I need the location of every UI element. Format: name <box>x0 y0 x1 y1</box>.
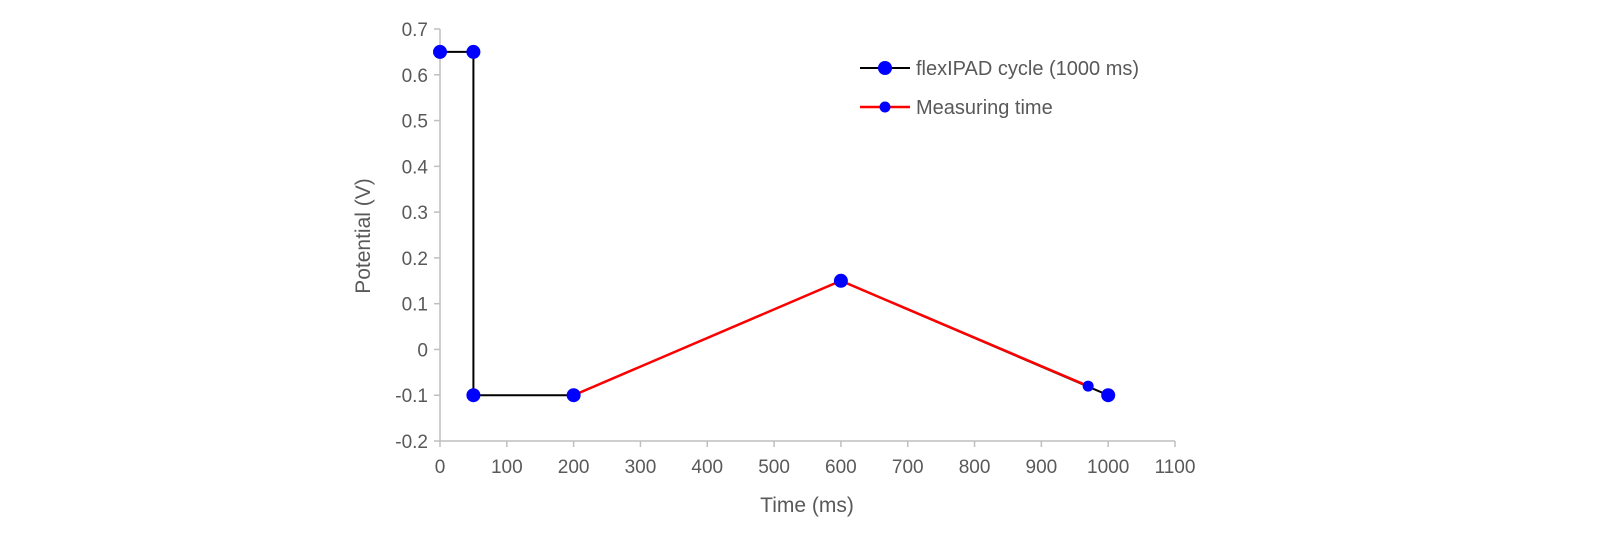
legend-marker-swatch <box>879 101 891 113</box>
plot-series <box>433 44 1116 403</box>
x-tick-label: 900 <box>1026 457 1058 478</box>
y-tick-label: -0.2 <box>395 432 428 453</box>
legend-label: Measuring time <box>916 97 1053 119</box>
data-point <box>466 388 481 403</box>
x-tick-label: 1000 <box>1087 457 1129 478</box>
data-point <box>835 275 847 287</box>
axes <box>439 29 1175 442</box>
y-tick-label: 0.3 <box>402 203 428 224</box>
x-tick-label: 800 <box>959 457 991 478</box>
legend-item: Measuring time <box>860 97 1053 119</box>
data-point <box>1101 388 1116 403</box>
data-point <box>568 389 580 401</box>
x-tick-label: 700 <box>892 457 924 478</box>
y-tick-label: 0.5 <box>402 112 428 133</box>
legend-item: flexIPAD cycle (1000 ms) <box>860 58 1139 80</box>
legend: flexIPAD cycle (1000 ms) Measuring time <box>860 58 1139 119</box>
x-tick-label: 1100 <box>1155 457 1196 478</box>
x-tick-label: 200 <box>558 457 590 478</box>
x-tick-label: 0 <box>435 457 446 478</box>
legend-marker-swatch <box>878 61 892 75</box>
y-tick-label: 0.1 <box>402 295 428 316</box>
series-measuring-time <box>573 279 1089 397</box>
y-axis-title: Potential (V) <box>352 178 375 294</box>
data-point <box>1082 380 1094 392</box>
y-tick-label: 0.4 <box>402 157 429 178</box>
x-axis-ticks: 0 100 200 300 400 500 600 700 800 900 1000 1100 <box>435 441 1196 478</box>
y-tick-label: 0.7 <box>402 20 428 41</box>
series-line <box>573 279 1089 397</box>
x-tick-label: 600 <box>825 457 857 478</box>
y-tick-label: 0.2 <box>402 249 428 270</box>
x-tick-label: 300 <box>625 457 657 478</box>
data-point <box>433 44 447 59</box>
y-tick-label: 0.6 <box>402 66 428 87</box>
data-point <box>466 44 481 59</box>
x-tick-label: 100 <box>491 457 523 478</box>
x-tick-label: 500 <box>758 457 790 478</box>
y-axis-ticks: -0.2 -0.1 0 0.1 0.2 0.3 0.4 0.5 0.6 0.7 <box>395 20 440 453</box>
y-tick-label: -0.1 <box>395 386 428 407</box>
y-tick-label: 0 <box>417 340 428 361</box>
legend-label: flexIPAD cycle (1000 ms) <box>916 58 1139 80</box>
x-tick-label: 400 <box>691 457 723 478</box>
x-axis-title: Time (ms) <box>760 494 854 517</box>
